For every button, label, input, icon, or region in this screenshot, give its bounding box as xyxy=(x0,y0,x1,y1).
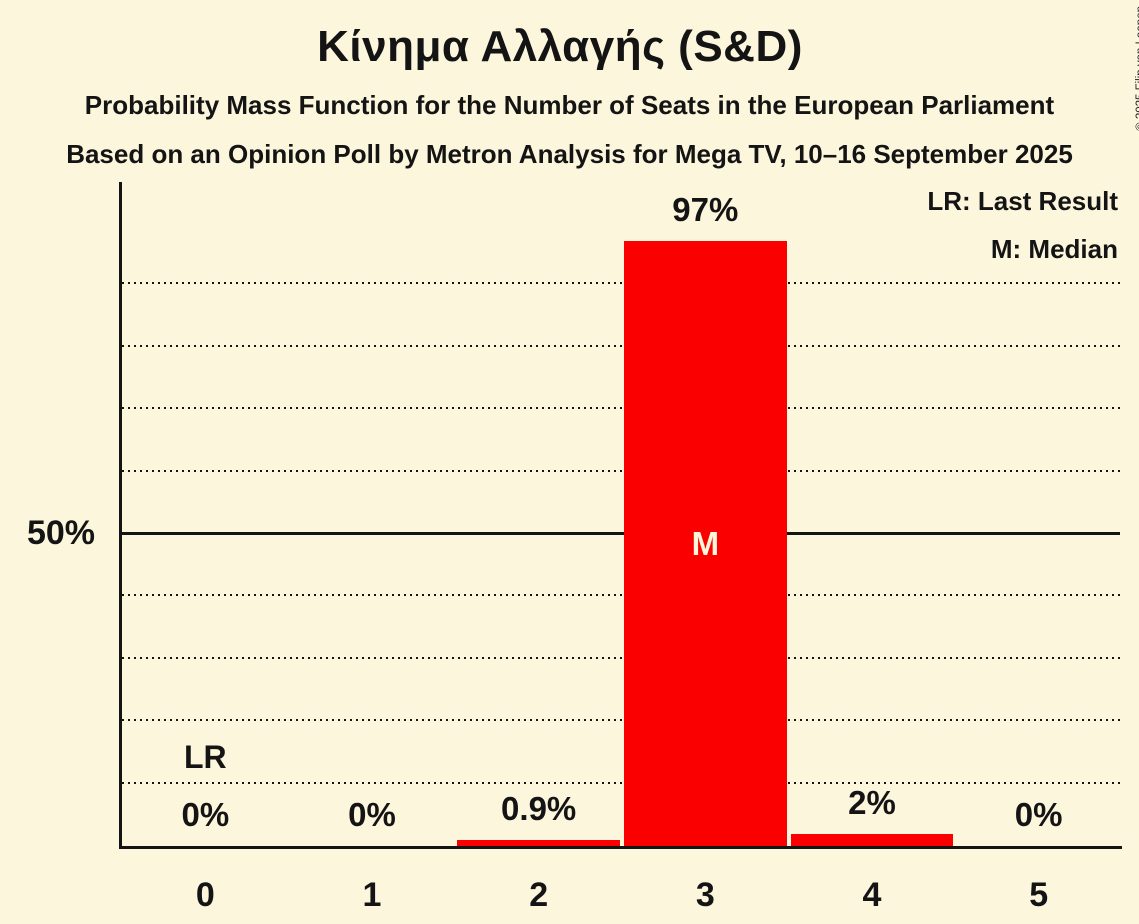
y-axis-tick-50pct: 50% xyxy=(26,514,95,552)
value-label-seats-3: 97% xyxy=(672,190,739,228)
x-axis-tick-5: 5 xyxy=(1029,876,1049,914)
bar-seats-4 xyxy=(790,833,954,846)
copyright-notice: © 2025 Filip van Laenen xyxy=(1135,6,1139,131)
gridline-10-dotted xyxy=(122,781,1120,784)
value-label-seats-4: 2% xyxy=(848,783,896,821)
x-axis-tick-3: 3 xyxy=(695,876,715,914)
chart-subtitle-poll-source: Based on an Opinion Poll by Metron Analy… xyxy=(66,139,1073,169)
x-axis-tick-2: 2 xyxy=(529,876,549,914)
gridline-50-solid xyxy=(122,532,1120,535)
bar-seats-3 xyxy=(624,240,787,846)
median-marker: M xyxy=(691,525,720,563)
value-label-seats-1: 0% xyxy=(348,796,396,833)
gridline-60-dotted xyxy=(122,469,1120,472)
x-axis-tick-0: 0 xyxy=(195,876,215,914)
value-label-seats-5: 0% xyxy=(1014,796,1063,833)
gridline-20-dotted xyxy=(122,719,1120,722)
x-axis-tick-1: 1 xyxy=(362,876,382,914)
chart-title: Κίνημα Αλλαγής (S&D) xyxy=(317,22,803,71)
chart-subtitle-pmf: Probability Mass Function for the Number… xyxy=(84,90,1055,120)
bar-seats-2 xyxy=(457,840,620,846)
value-label-seats-2: 0.9% xyxy=(501,790,577,828)
gridline-30-dotted xyxy=(122,656,1120,659)
value-label-seats-0: 0% xyxy=(181,796,230,833)
gridline-70-dotted xyxy=(122,407,1120,410)
plot-area: 0% 0 0% 1 0.9% 2 97% 3 2% 4 0% 5 LR M xyxy=(119,182,1122,912)
gridline-40-dotted xyxy=(122,594,1120,597)
x-axis-tick-4: 4 xyxy=(862,876,882,914)
legend-median: M: Median xyxy=(990,234,1118,264)
legend-last-result: LR: Last Result xyxy=(927,186,1118,216)
gridline-80-dotted xyxy=(122,344,1120,347)
last-result-marker: LR xyxy=(184,739,227,775)
gridline-90-dotted xyxy=(122,282,1120,285)
